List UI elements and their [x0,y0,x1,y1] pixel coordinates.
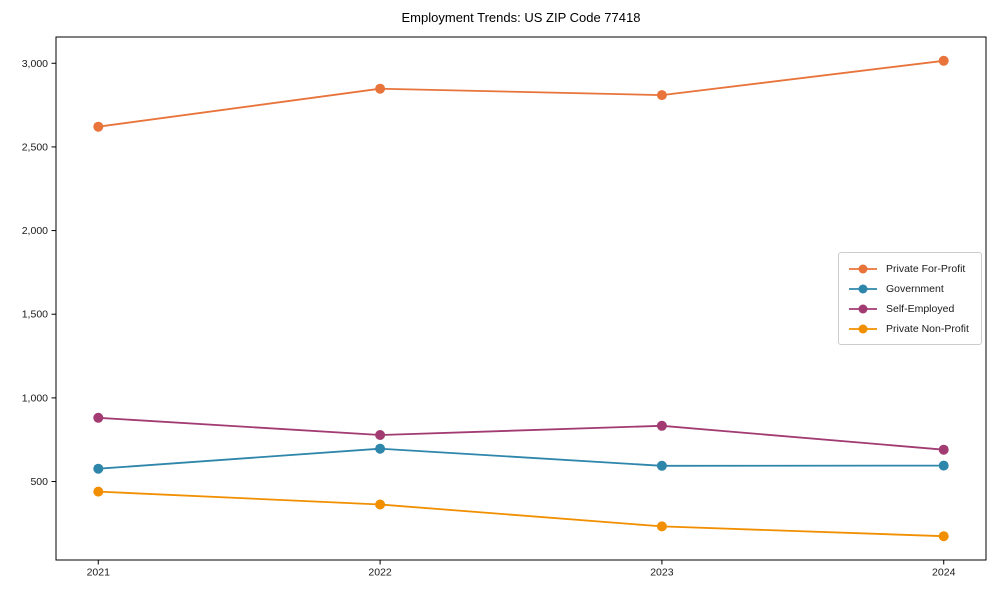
legend-item-self-employed: Self-Employed [848,301,971,316]
data-point-private-non-profit-2023 [656,521,667,532]
x-tick-label-2022: 2022 [368,567,392,579]
legend-marker-private-non-profit [849,324,877,333]
data-point-government-2021 [93,463,104,474]
y-tick-label-2-500: 2,500 [22,141,48,153]
series-line-private-non-profit [97,490,945,538]
y-tick-label-1-500: 1,500 [22,309,48,321]
x-tick-label-2024: 2024 [932,567,956,579]
axes-frame [55,36,987,561]
legend-label-self-employed: Self-Employed [886,302,955,315]
legend-item-private-non-profit: Private Non-Profit [848,321,971,336]
legend-label-private-for-profit: Private For-Profit [886,262,966,275]
y-tick-label-1-000: 1,000 [22,392,48,404]
legend-label-private-non-profit: Private Non-Profit [886,322,969,335]
data-point-private-non-profit-2021 [93,486,104,497]
legend-label-government: Government [886,282,944,295]
data-point-government-2023 [656,460,667,471]
data-point-private-for-profit-2024 [938,55,949,66]
data-point-private-for-profit-2023 [656,90,667,101]
x-tick-label-2023: 2023 [650,567,674,579]
x-tick-label-2021: 2021 [87,567,111,579]
legend-item-government: Government [848,281,971,296]
data-point-private-for-profit-2021 [93,121,104,132]
y-tick-label-3-000: 3,000 [22,58,48,70]
series-line-self-employed [97,416,945,451]
y-tick-label-2-000: 2,000 [22,225,48,237]
data-point-government-2022 [375,443,386,454]
data-point-private-non-profit-2024 [938,531,949,542]
chart-title: Employment Trends: US ZIP Code 77418 [401,10,641,25]
legend-item-private-for-profit: Private For-Profit [848,261,971,276]
y-tick-label-500: 500 [30,476,48,488]
data-point-self-employed-2023 [656,420,667,431]
legend-marker-private-for-profit [849,264,877,273]
data-point-self-employed-2024 [938,444,949,455]
series-line-government [97,447,945,470]
data-point-self-employed-2022 [375,430,386,440]
chart-legend: Private For-Profit Government Self-Employe… [838,252,982,345]
legend-marker-government [849,284,877,293]
data-point-private-non-profit-2022 [375,499,386,510]
data-point-self-employed-2021 [93,412,104,423]
legend-marker-self-employed [849,304,877,313]
series-line-private-for-profit [97,59,945,128]
data-point-private-for-profit-2022 [375,83,386,94]
data-point-government-2024 [938,460,949,471]
